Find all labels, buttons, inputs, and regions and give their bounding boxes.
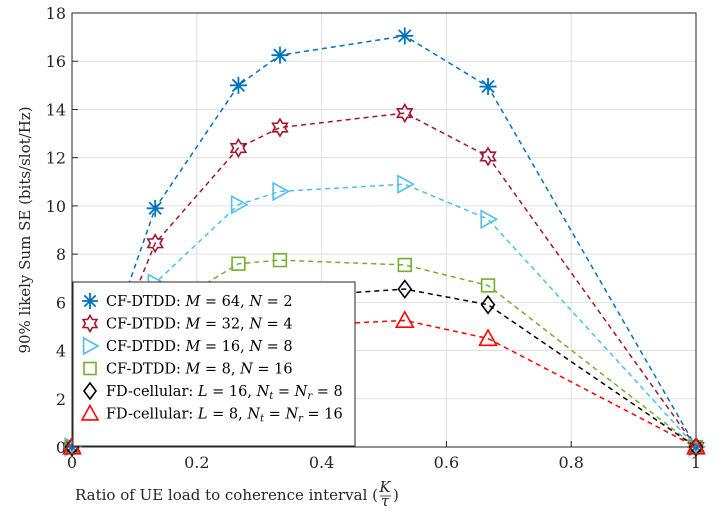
data-point-marker	[479, 146, 497, 167]
legend-marker	[80, 403, 100, 421]
x-tick-label: 0.8	[558, 453, 583, 472]
data-point-marker	[480, 278, 496, 293]
y-tick-label: 10	[46, 197, 66, 216]
data-point-marker	[686, 436, 706, 455]
legend-marker	[81, 313, 99, 334]
data-point-marker	[397, 279, 413, 299]
grid-lines	[72, 13, 696, 447]
legend-entry: CF-DTDD: M = 64, N = 2	[82, 293, 293, 310]
data-point-marker	[271, 117, 289, 138]
x-axis-label-text: Ratio of UE load to coherence interval (	[75, 486, 378, 504]
y-tick-label: 18	[46, 4, 66, 23]
data-point-marker	[396, 102, 414, 124]
y-tick-label: 14	[46, 100, 66, 119]
data-point-marker	[480, 294, 496, 315]
legend-marker	[83, 361, 97, 376]
legend-marker	[82, 293, 98, 309]
data-point-marker	[478, 328, 498, 347]
x-tick-label: 0	[67, 453, 77, 472]
data-point-marker	[397, 257, 412, 273]
data-point-marker	[229, 137, 248, 159]
data-point-marker	[479, 78, 497, 96]
data-point-marker	[272, 181, 291, 202]
x-tick-label: 0.4	[309, 453, 334, 472]
legend-label: FD-cellular: L = 8, Nt = Nr = 16	[106, 407, 343, 425]
x-axis-label-close: )	[393, 486, 399, 504]
x-axis-label: Ratio of UE load to coherence interval (…	[75, 478, 399, 510]
y-tick-label: 6	[56, 293, 66, 312]
x-axis-label-tau: τ	[381, 492, 390, 510]
y-tick-label: 8	[56, 245, 66, 264]
y-tick-label: 2	[56, 390, 66, 409]
legend-marker	[82, 336, 100, 356]
x-tick-label: 0.2	[184, 453, 209, 472]
data-point-marker	[230, 194, 249, 215]
legend-label: CF-DTDD: M = 64, N = 2	[106, 294, 293, 310]
y-tick-label: 4	[56, 342, 66, 361]
legend-label: CF-DTDD: M = 8, N = 16	[106, 362, 293, 378]
data-point-marker	[146, 233, 164, 254]
series-line	[71, 112, 697, 448]
legend-marker	[83, 381, 97, 401]
legend-label: CF-DTDD: M = 32, N = 4	[106, 317, 293, 333]
axes-box	[71, 12, 697, 448]
data-point-marker	[396, 27, 414, 45]
x-tick-label: 0.6	[434, 453, 459, 472]
y-tick-label: 16	[46, 52, 66, 71]
y-tick-label: 0	[56, 438, 66, 457]
data-point-marker	[229, 76, 247, 94]
legend-entry: FD-cellular: L = 16, Nt = Nr = 8	[83, 381, 343, 402]
data-point-marker	[146, 199, 164, 217]
legend-entry: CF-DTDD: M = 8, N = 16	[83, 361, 293, 378]
data-point-marker	[397, 174, 415, 195]
series-2	[63, 102, 705, 458]
legend-label: FD-cellular: L = 16, Nt = Nr = 8	[106, 384, 343, 402]
legend-entry: CF-DTDD: M = 16, N = 8	[82, 336, 293, 356]
data-point-marker	[394, 310, 415, 329]
x-tick-label: 1	[691, 453, 701, 472]
data-point-marker	[272, 252, 288, 268]
legend-label: CF-DTDD: M = 16, N = 8	[106, 339, 293, 355]
x-axis-label-k: K	[378, 478, 391, 496]
data-point-marker	[480, 209, 499, 230]
legend-box	[72, 281, 356, 447]
data-point-marker	[231, 256, 246, 271]
data-point-marker	[271, 46, 289, 64]
legend: CF-DTDD: M = 64, N = 2 CF-DTDD: M = 32, N…	[72, 281, 356, 447]
legend-entry: CF-DTDD: M = 32, N = 4	[81, 313, 293, 334]
y-axis-label: 90% likely Sum SE (bits/slot/Hz)	[16, 106, 34, 353]
legend-entry: FD-cellular: L = 8, Nt = Nr = 16	[80, 403, 343, 425]
y-tick-label: 12	[46, 149, 66, 168]
